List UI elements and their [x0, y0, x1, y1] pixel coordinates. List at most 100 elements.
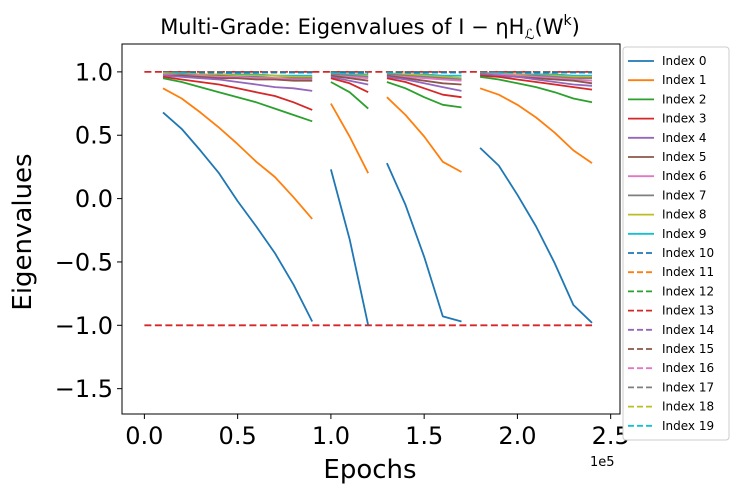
- y-tick-label: −1.0: [55, 312, 113, 340]
- legend-item: Index 6: [628, 169, 706, 183]
- x-axis: 0.0 0.5 1.0 1.5 2.0 2.5: [125, 414, 630, 450]
- chart-title: Multi-Grade: Eigenvalues of I − ηHℒ(Wk): [160, 13, 580, 43]
- legend-item: Index 11: [628, 265, 714, 279]
- legend-label: Index 16: [662, 361, 714, 375]
- legend-label: Index 17: [662, 380, 714, 394]
- legend-item: Index 19: [628, 419, 714, 433]
- series-9-segment-3: [480, 72, 592, 77]
- chart-title-arg: (W: [535, 15, 564, 39]
- legend-label: Index 3: [662, 112, 706, 126]
- series-6-segment-3: [480, 73, 593, 82]
- legend-label: Index 7: [662, 188, 706, 202]
- y-tick-label: 0.5: [75, 122, 113, 150]
- series-3-segment-2: [386, 77, 462, 99]
- x-tick-label: 0.0: [125, 422, 163, 450]
- series-5-segment-2: [386, 74, 462, 86]
- series-4-segment-2: [386, 76, 462, 92]
- series-0: [162, 111, 593, 326]
- series-4-segment-0: [162, 74, 313, 92]
- series-0-segment-1: [330, 169, 370, 326]
- legend-item: Index 9: [628, 227, 706, 241]
- legend-label: Index 4: [662, 131, 706, 145]
- y-tick-label: 1.0: [75, 58, 113, 86]
- series-2-segment-0: [162, 77, 313, 123]
- legend-label: Index 10: [662, 246, 714, 260]
- legend-label: Index 2: [662, 92, 706, 106]
- axes-frame: [121, 43, 621, 415]
- legend-item: Index 10: [628, 246, 714, 260]
- series-7-segment-1: [330, 73, 369, 78]
- legend-label: Index 9: [662, 227, 706, 241]
- x-tick-label: 0.5: [219, 422, 257, 450]
- legend-label: Index 5: [662, 150, 706, 164]
- legend: Index 0 Index 1 Index 2 Index 3 Index 4 Index…: [622, 46, 730, 441]
- series-4-segment-1: [330, 76, 369, 86]
- series-3-segment-1: [330, 77, 369, 94]
- legend-label: Index 15: [662, 342, 714, 356]
- legend-label: Index 14: [662, 323, 714, 337]
- x-tick-label: 1.0: [312, 422, 350, 450]
- chart-title-close: ): [572, 15, 580, 39]
- legend-frame: [622, 46, 730, 441]
- series-1-segment-1: [330, 103, 370, 174]
- series-4: [162, 73, 593, 92]
- series-2-segment-2: [386, 81, 462, 109]
- chart-title-main: Multi-Grade: Eigenvalues of I − ηH: [160, 15, 524, 39]
- series-1-segment-3: [479, 87, 593, 164]
- legend-label: Index 0: [662, 54, 706, 68]
- y-tick-label: −1.5: [55, 375, 113, 403]
- plot-area: [144, 70, 593, 327]
- series-1-segment-2: [386, 96, 462, 173]
- legend-item: Index 5: [628, 150, 706, 164]
- chart-title-sub: ℒ: [524, 27, 534, 43]
- x-tick-label: 1.5: [405, 422, 443, 450]
- series-0-segment-2: [386, 162, 462, 323]
- legend-label: Index 19: [662, 419, 714, 433]
- legend-item: Index 1: [628, 73, 706, 87]
- legend-item: Index 15: [628, 342, 714, 356]
- legend-label: Index 1: [662, 73, 706, 87]
- legend-label: Index 6: [662, 169, 706, 183]
- series-0-segment-3: [479, 147, 593, 324]
- series-3-segment-0: [162, 76, 313, 111]
- legend-label: Index 18: [662, 400, 714, 414]
- legend-item: Index 7: [628, 188, 706, 202]
- legend-label: Index 12: [662, 284, 714, 298]
- y-tick-label: 0.0: [75, 185, 113, 213]
- x-axis-label: Epochs: [323, 455, 416, 485]
- y-axis-label: Eigenvalues: [8, 153, 38, 310]
- series-2-segment-1: [330, 81, 369, 110]
- y-axis: 1.0 0.5 0.0 −0.5 −1.0 −1.5: [55, 58, 122, 403]
- series-2-segment-3: [479, 76, 593, 104]
- chart-title-sup: k: [564, 13, 573, 29]
- series-0-segment-0: [162, 111, 314, 322]
- legend-item: Index 4: [628, 131, 706, 145]
- legend-label: Index 8: [662, 208, 706, 222]
- legend-item: Index 13: [628, 304, 714, 318]
- legend-item: Index 8: [628, 208, 706, 222]
- x-offset-label: 1e5: [590, 455, 615, 470]
- legend-label: Index 13: [662, 304, 714, 318]
- series-4-segment-3: [480, 73, 593, 87]
- series-9-segment-1: [330, 72, 369, 76]
- series-7-segment-2: [386, 73, 462, 81]
- legend-item: Index 14: [628, 323, 714, 337]
- series-1: [162, 87, 593, 220]
- series-5-segment-0: [163, 74, 313, 82]
- series-1-segment-0: [162, 87, 313, 220]
- legend-label: Index 11: [662, 265, 714, 279]
- series-2: [162, 76, 593, 123]
- legend-item: Index 17: [628, 380, 714, 394]
- series-3: [162, 74, 593, 111]
- legend-item: Index 2: [628, 92, 706, 106]
- y-tick-label: −0.5: [55, 248, 113, 276]
- series-3-segment-3: [480, 74, 593, 91]
- x-tick-label: 2.0: [498, 422, 536, 450]
- legend-item: Index 0: [628, 54, 706, 68]
- legend-item: Index 3: [628, 112, 706, 126]
- legend-item: Index 12: [628, 284, 714, 298]
- legend-item: Index 16: [628, 361, 714, 375]
- series-5-segment-1: [330, 74, 369, 82]
- legend-item: Index 18: [628, 400, 714, 414]
